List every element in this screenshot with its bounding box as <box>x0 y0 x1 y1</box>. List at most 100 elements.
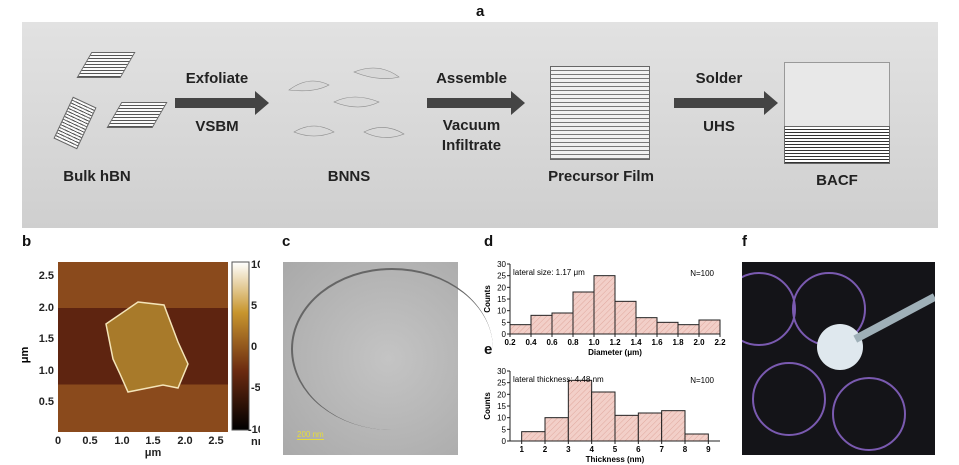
arrow-label: Solder <box>695 70 743 87</box>
histogram-bar <box>661 410 686 442</box>
y-tick-label: 25 <box>497 272 506 281</box>
x-axis-label: Diameter (μm) <box>588 348 642 357</box>
x-tick-label: 0.5 <box>82 435 97 447</box>
afm-axes: 2.5 2.0 1.5 1.0 0.5 μm 0 0.5 1.0 1.5 2.0… <box>20 259 260 459</box>
colorbar-tick: 5 <box>251 300 257 312</box>
histogram-bar <box>567 379 593 442</box>
x-tick-label: 0.4 <box>525 338 537 347</box>
colorbar-unit: nm <box>251 436 260 448</box>
y-tick-label: 20 <box>497 283 506 292</box>
step-label: Bulk hBN <box>63 168 131 185</box>
histogram-bar <box>677 324 700 335</box>
colorbar-tick: 0 <box>251 341 257 353</box>
diameter-histogram: 0 5 10 15 20 25 30 0.2 0.4 0.6 0.8 1.0 1.2 1.4 1.6 1.8 2… <box>483 260 726 357</box>
x-tick-label: 0.6 <box>546 338 558 347</box>
histogram-bar <box>544 417 569 442</box>
x-tick-label: 8 <box>683 445 688 454</box>
bacf-film-disc <box>817 324 863 370</box>
panel-b-label: b <box>22 233 32 250</box>
y-tick-label: 30 <box>497 367 506 376</box>
arrow-label: Assemble <box>436 70 507 87</box>
y-tick-label: 0 <box>502 330 507 339</box>
x-tick-label: 2 <box>543 445 548 454</box>
x-axis-label: Thickness (nm) <box>586 455 645 464</box>
histogram-bar <box>698 319 721 335</box>
colorbar <box>231 261 250 431</box>
x-tick-label: 1.4 <box>630 338 642 347</box>
x-tick-label: 1.5 <box>145 435 160 447</box>
afm-image <box>58 262 228 432</box>
x-tick-label: 9 <box>706 445 711 454</box>
x-tick-label: 0.2 <box>504 338 516 347</box>
bacf-surface-image <box>784 62 890 128</box>
x-tick-label: 6 <box>636 445 641 454</box>
y-tick-label: 1.5 <box>39 333 54 345</box>
histogram-bar <box>684 433 709 442</box>
histogram-bar <box>591 391 616 442</box>
x-tick-label: 1 <box>519 445 524 454</box>
y-tick-label: 2.5 <box>39 270 54 282</box>
panel-d-label: d <box>484 233 494 250</box>
arrow-label: UHS <box>703 118 735 135</box>
y-axis-label: Counts <box>483 392 492 420</box>
annotation: lateral size: 1.17 μm <box>513 268 585 277</box>
y-tick-label: 0 <box>502 437 507 446</box>
y-axis-label: μm <box>20 347 31 364</box>
annotation: lateral thickness: 4.48 nm <box>513 375 604 384</box>
tem-image: 200 nm <box>283 262 493 455</box>
x-tick-label: 2.0 <box>693 338 705 347</box>
arrow-label: Vacuum Infiltrate <box>441 117 502 154</box>
step-label: BNNS <box>327 168 371 185</box>
sample-count: N=100 <box>690 269 714 278</box>
colorbar-tick: -10 <box>248 424 260 436</box>
histogram-bar <box>572 291 595 335</box>
x-tick-label: 3 <box>566 445 571 454</box>
x-tick-label: 2.5 <box>208 435 223 447</box>
x-tick-label: 1.0 <box>114 435 129 447</box>
panel-e-label: e <box>484 341 493 358</box>
histogram-bar <box>637 412 663 442</box>
step-label: BACF <box>816 172 858 189</box>
arrow-label: VSBM <box>195 118 239 135</box>
histogram-bar <box>614 300 637 335</box>
x-tick-label: 1.6 <box>651 338 663 347</box>
y-tick-label: 10 <box>497 414 506 423</box>
step-label: Precursor Film <box>548 168 654 185</box>
histogram-bar <box>635 317 658 335</box>
histogram-bar <box>509 324 532 335</box>
y-tick-label: 10 <box>497 307 506 316</box>
histogram-bar <box>593 275 616 335</box>
precursor-film-icon <box>550 66 650 160</box>
flake-edge <box>291 268 493 430</box>
x-tick-label: 1.0 <box>588 338 600 347</box>
y-tick-label: 25 <box>497 379 506 388</box>
histogram-bar <box>521 431 546 442</box>
bacf-cross-section-image <box>784 126 890 164</box>
colorbar-tick: -5 <box>251 382 260 394</box>
histogram-bar <box>551 312 574 335</box>
x-tick-label: 4 <box>589 445 594 454</box>
panel-a-label: a <box>476 3 485 20</box>
y-tick-label: 5 <box>502 318 507 327</box>
tweezers-icon <box>853 293 935 343</box>
bnns-flakes-icon <box>288 67 405 138</box>
sample-count: N=100 <box>690 376 714 385</box>
y-tick-label: 1.0 <box>39 365 54 377</box>
bacf-photo <box>742 262 935 455</box>
panel-c-label: c <box>282 233 291 250</box>
x-tick-label: 2.0 <box>177 435 192 447</box>
hbn-stack-icon <box>76 52 136 78</box>
histogram-bar <box>530 314 553 335</box>
x-tick-label: 1.8 <box>672 338 684 347</box>
histogram-bar <box>656 321 679 335</box>
y-tick-label: 15 <box>497 295 506 304</box>
scale-bar: 200 nm <box>297 430 324 440</box>
histogram-bar <box>614 414 639 442</box>
arrow-icon <box>674 91 778 115</box>
hbn-stack-icon <box>106 102 168 128</box>
seal-pattern <box>742 272 796 346</box>
y-axis-label: Counts <box>483 285 492 313</box>
hbn-stack-icon <box>53 96 97 150</box>
thickness-histogram: 0 5 10 15 20 25 30 1 2 3 4 5 6 7 8 9 Thickness (nm) Count… <box>483 367 720 464</box>
arrow-label: Exfoliate <box>185 70 249 87</box>
